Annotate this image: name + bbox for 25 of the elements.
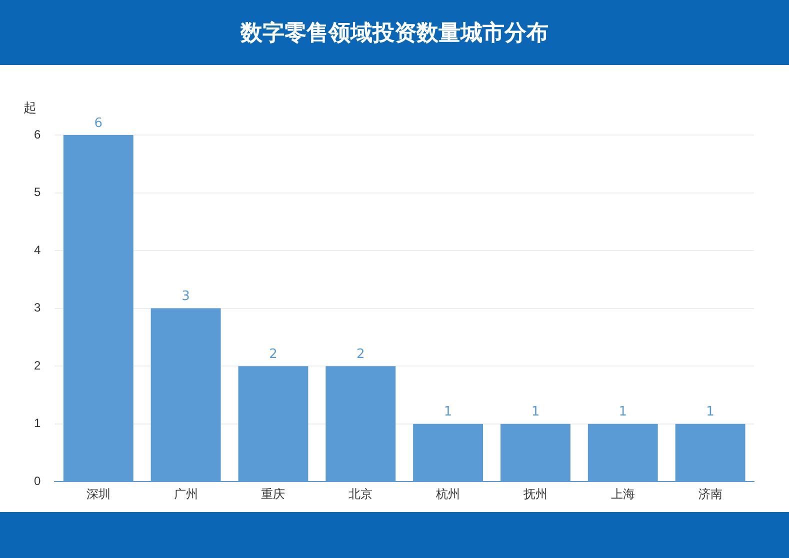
y-tick-label: 1 — [34, 416, 41, 430]
y-tick-label: 2 — [34, 358, 41, 372]
y-axis-title: 起 — [24, 100, 36, 116]
x-tick-label: 广州 — [174, 487, 198, 502]
x-tick-label: 深圳 — [86, 487, 110, 502]
y-tick-label: 6 — [34, 127, 41, 142]
data-label: 6 — [94, 116, 103, 131]
x-tick-label: 北京 — [348, 487, 373, 502]
x-tick-label: 重庆 — [261, 487, 286, 502]
y-tick-label: 0 — [34, 474, 41, 488]
data-label: 2 — [356, 346, 365, 362]
chart-title: 数字零售领域投资数量城市分布 — [0, 0, 789, 65]
y-tick-label: 4 — [34, 242, 41, 257]
x-tick-label: 抚州 — [522, 487, 548, 502]
x-tick-label: 杭州 — [435, 487, 460, 502]
x-tick-label: 上海 — [610, 487, 635, 502]
data-label: 1 — [444, 404, 452, 420]
data-label: 1 — [706, 404, 714, 420]
data-label: 1 — [531, 404, 540, 420]
y-tick-label: 3 — [34, 300, 41, 315]
x-tick-label: 济南 — [698, 487, 722, 502]
data-label: 2 — [269, 346, 278, 362]
y-tick-label: 5 — [34, 185, 41, 200]
data-label: 1 — [618, 404, 628, 420]
data-label: 3 — [182, 289, 190, 304]
